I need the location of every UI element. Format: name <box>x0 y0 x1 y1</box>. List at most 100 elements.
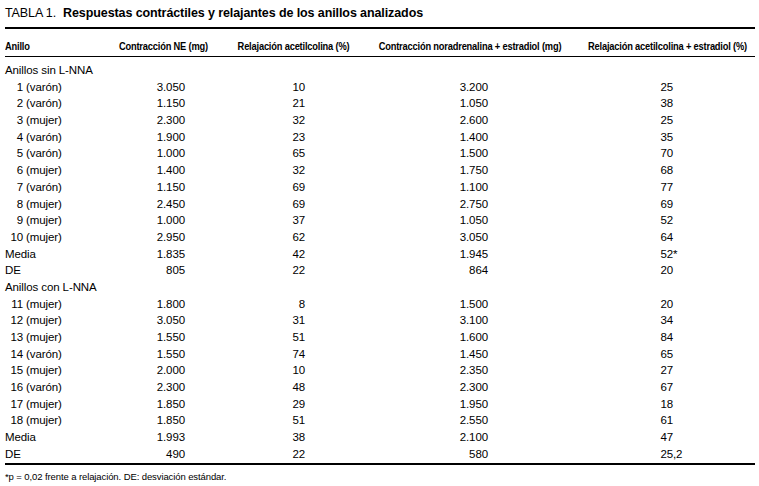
row-number: 9 <box>5 212 23 229</box>
value-text: 25 <box>660 81 673 93</box>
table-row: DE8052286420 <box>5 262 755 279</box>
value-text: 25 <box>660 448 673 460</box>
value-text: 48 <box>292 381 305 393</box>
table-row: Media1.835421.94552* <box>5 246 755 263</box>
row-number: 2 <box>5 95 23 112</box>
cell-anillo: 12 (mujer) <box>5 312 115 329</box>
value-text: 61 <box>660 414 673 426</box>
cell-anillo: 7 (varón) <box>5 179 115 196</box>
cell-anillo: DE <box>5 446 115 463</box>
value-text: 1.150 <box>157 97 185 109</box>
value-text: 580 <box>469 448 488 460</box>
cell-value: 1.500 <box>360 145 580 162</box>
cell-value: 1.100 <box>360 179 580 196</box>
cell-value: 3.050 <box>360 229 580 246</box>
cell-value: 3.050 <box>115 79 227 96</box>
cell-value: 27 <box>580 362 755 379</box>
table-row: 17 (mujer)1.850291.95018 <box>5 396 755 413</box>
cell-value: 2.300 <box>115 379 227 396</box>
value-text: 2.600 <box>460 114 488 126</box>
cell-value: 52* <box>580 246 755 263</box>
table-header-row: Anillo Contracción NE (mg) Relajación ac… <box>5 29 755 56</box>
cell-anillo: 9 (mujer) <box>5 212 115 229</box>
cell-value: 23 <box>227 129 360 146</box>
cell-value: 1.835 <box>115 246 227 263</box>
value-text: 1.100 <box>460 181 488 193</box>
cell-value: 1.000 <box>115 145 227 162</box>
cell-value: 2.950 <box>115 229 227 246</box>
cell-value: 1.945 <box>360 246 580 263</box>
cell-value: 1.050 <box>360 212 580 229</box>
row-number: 16 <box>5 379 23 396</box>
cell-value: 2.300 <box>360 379 580 396</box>
cell-value: 2.300 <box>115 112 227 129</box>
table-row: DE4902258025,2 <box>5 446 755 463</box>
cell-anillo: 11 (mujer) <box>5 296 115 313</box>
section-header-row: Anillos con L-NNA <box>5 279 755 296</box>
cell-value: 1.400 <box>360 129 580 146</box>
row-number: 12 <box>5 312 23 329</box>
table-row: 7 (varón)1.150691.10077 <box>5 179 755 196</box>
table-row: 4 (varón)1.900231.40035 <box>5 129 755 146</box>
section-header-label: Anillos sin L-NNA <box>5 62 755 79</box>
value-text: 1.400 <box>460 131 488 143</box>
cell-anillo: 6 (mujer) <box>5 162 115 179</box>
cell-value: 31 <box>227 312 360 329</box>
value-text: 1.450 <box>460 348 488 360</box>
value-text: 34 <box>660 314 673 326</box>
cell-anillo: 16 (varón) <box>5 379 115 396</box>
cell-value: 69 <box>580 196 755 213</box>
cell-value: 580 <box>360 446 580 463</box>
cell-value: 61 <box>580 412 755 429</box>
table-title-text: Respuestas contráctiles y relajantes de … <box>63 6 423 20</box>
cell-value: 32 <box>227 162 360 179</box>
cell-value: 20 <box>580 262 755 279</box>
value-text: 1.993 <box>157 431 185 443</box>
value-text: 69 <box>660 198 673 210</box>
value-text: 32 <box>292 114 305 126</box>
cell-value: 21 <box>227 95 360 112</box>
cell-value: 25 <box>580 79 755 96</box>
value-text: 51 <box>292 414 305 426</box>
cell-value: 68 <box>580 162 755 179</box>
value-text: 3.050 <box>460 231 488 243</box>
cell-value: 1.950 <box>360 396 580 413</box>
cell-value: 1.850 <box>115 396 227 413</box>
cell-value: 864 <box>360 262 580 279</box>
cell-value: 52 <box>580 212 755 229</box>
value-text: 1.550 <box>157 331 185 343</box>
value-text: 1.400 <box>157 164 185 176</box>
table-row: 12 (mujer) 3.050 313.100 34 <box>5 312 755 329</box>
cell-value: 3.100 <box>360 312 580 329</box>
row-number: 7 <box>5 179 23 196</box>
cell-value: 1.993 <box>115 429 227 446</box>
column-header-contraccion-ne: Contracción NE (mg) <box>119 41 223 52</box>
value-text: 1.750 <box>460 164 488 176</box>
table-row: Media1.993382.10047 <box>5 429 755 446</box>
value-text: 70 <box>660 147 673 159</box>
value-text: 52 <box>660 248 673 260</box>
cell-value: 70 <box>580 145 755 162</box>
cell-value: 2.550 <box>360 412 580 429</box>
value-text: 47 <box>660 431 673 443</box>
value-text: 52 <box>660 214 673 226</box>
value-text: 3.050 <box>157 314 185 326</box>
value-text: 1.835 <box>157 248 185 260</box>
cell-anillo: 8 (mujer) <box>5 196 115 213</box>
section-header-label: Anillos con L-NNA <box>5 279 755 296</box>
cell-value: 22 <box>227 262 360 279</box>
cell-value: 1.550 <box>115 329 227 346</box>
cell-value: 38 <box>580 95 755 112</box>
cell-value: 69 <box>227 179 360 196</box>
value-text: 1.500 <box>460 298 488 310</box>
cell-value: 29 <box>227 396 360 413</box>
cell-value: 10 <box>227 79 360 96</box>
table-row: 2 (varón)1.150211.05038 <box>5 95 755 112</box>
cell-value: 8 <box>227 296 360 313</box>
column-header-contraccion-estradiol: Contracción noradrenalina + estradiol (m… <box>368 41 573 52</box>
row-number: 6 <box>5 162 23 179</box>
cell-anillo: DE <box>5 262 115 279</box>
value-text: 2.100 <box>460 431 488 443</box>
table-title: TABLA 1.Respuestas contráctiles y relaja… <box>5 6 755 21</box>
cell-value: 64 <box>580 229 755 246</box>
